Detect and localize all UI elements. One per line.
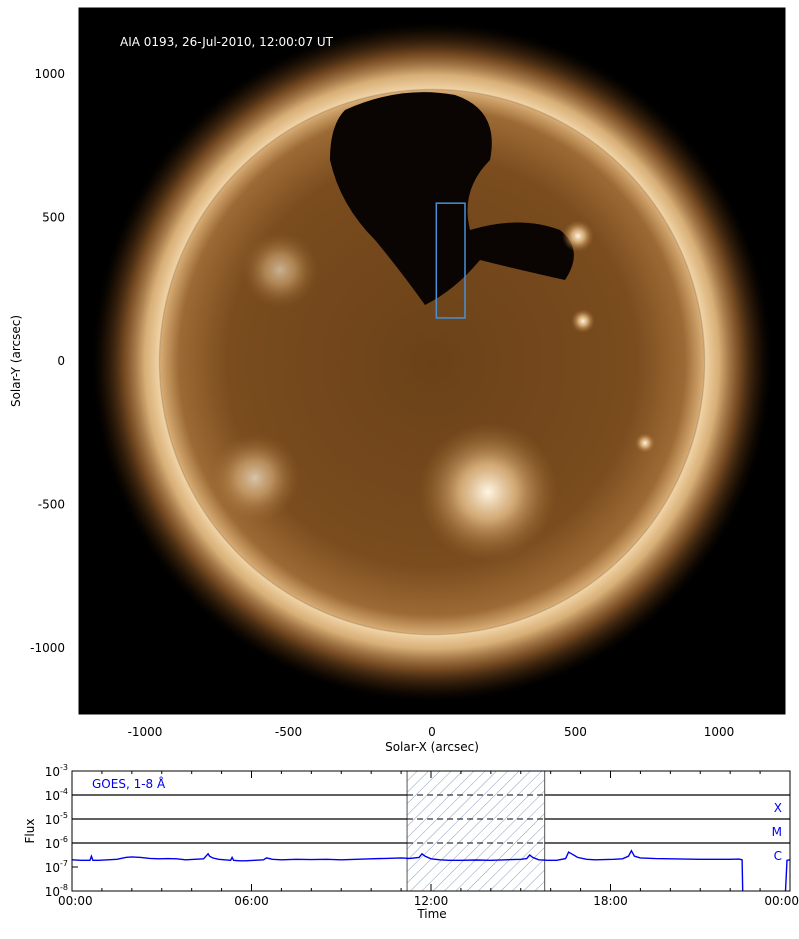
solar-x-tick-label: -500 [275, 725, 302, 739]
goes-y-tick-label: 10-8 [45, 883, 68, 899]
goes-y-tick-label: 10-3 [45, 763, 68, 779]
goes-y-tick-label: 10-6 [45, 835, 68, 851]
goes-observation-interval [406, 770, 546, 892]
goes-flux-line [71, 849, 744, 892]
region-of-interest-box [435, 202, 466, 319]
bright-point-southeast [635, 433, 655, 453]
active-region-south [418, 422, 558, 562]
goes-x-tick-label: 00:00 [764, 894, 799, 908]
bright-point-east [562, 220, 594, 252]
goes-class-label: X [774, 801, 782, 815]
disk-features [210, 92, 655, 562]
goes-flux-panel: XMC GOES, 1-8 Å 00:00 06:00 12:00 18:00 00:0… [23, 763, 799, 921]
image-title: AIA 0193, 26-Jul-2010, 12:00:07 UT [120, 35, 334, 49]
solar-x-tick-label: -1000 [128, 725, 163, 739]
goes-class-label: M [772, 825, 782, 839]
goes-x-axis-label: Time [416, 907, 446, 921]
solar-y-tick-label: -500 [38, 497, 65, 511]
goes-x-tick-label: 00:00 [58, 894, 93, 908]
solar-x-ticks: -1000 -500 0 500 1000 [87, 8, 777, 739]
goes-x-ticks: 00:00 06:00 12:00 18:00 00:00 [58, 771, 799, 908]
solar-y-tick-label: 1000 [34, 67, 65, 81]
solar-y-tick-label: 500 [42, 211, 65, 225]
solar-image-panel: AIA 0193, 26-Jul-2010, 12:00:07 UT -1000… [9, 7, 786, 754]
goes-y-tick-label: 10-7 [45, 859, 68, 875]
solar-x-tick-label: 0 [428, 725, 436, 739]
solar-x-tick-label: 1000 [704, 725, 735, 739]
goes-x-tick-label: 06:00 [234, 894, 269, 908]
active-region-west [210, 433, 300, 523]
active-region-northwest [242, 232, 318, 308]
solar-x-tick-label: 500 [564, 725, 587, 739]
goes-x-tick-label: 18:00 [593, 894, 628, 908]
goes-x-tick-label: 12:00 [414, 894, 449, 908]
goes-y-ticks: 10-8 10-7 10-6 10-5 10-4 10-3 [45, 763, 78, 899]
goes-flux-series [71, 849, 791, 892]
goes-y-axis-label: Flux [23, 819, 37, 844]
goes-series-label: GOES, 1-8 Å [92, 776, 166, 791]
bright-point-east-2 [571, 309, 595, 333]
goes-y-tick-label: 10-5 [45, 811, 68, 827]
solar-y-ticks: -1000 -500 0 500 1000 [30, 16, 785, 706]
solar-x-axis-label: Solar-X (arcsec) [385, 740, 479, 754]
goes-flux-line [784, 859, 791, 892]
goes-class-label: C [774, 849, 782, 863]
solar-y-axis-label: Solar-Y (arcsec) [9, 315, 23, 407]
goes-class-lines: XMC [72, 794, 790, 863]
solar-y-tick-label: 0 [57, 354, 65, 368]
goes-y-tick-label: 10-4 [45, 787, 68, 803]
solar-y-tick-label: -1000 [30, 641, 65, 655]
coronal-hole [330, 92, 574, 305]
